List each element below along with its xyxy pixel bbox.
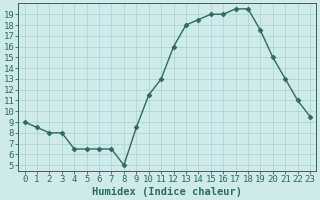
X-axis label: Humidex (Indice chaleur): Humidex (Indice chaleur): [92, 186, 242, 197]
